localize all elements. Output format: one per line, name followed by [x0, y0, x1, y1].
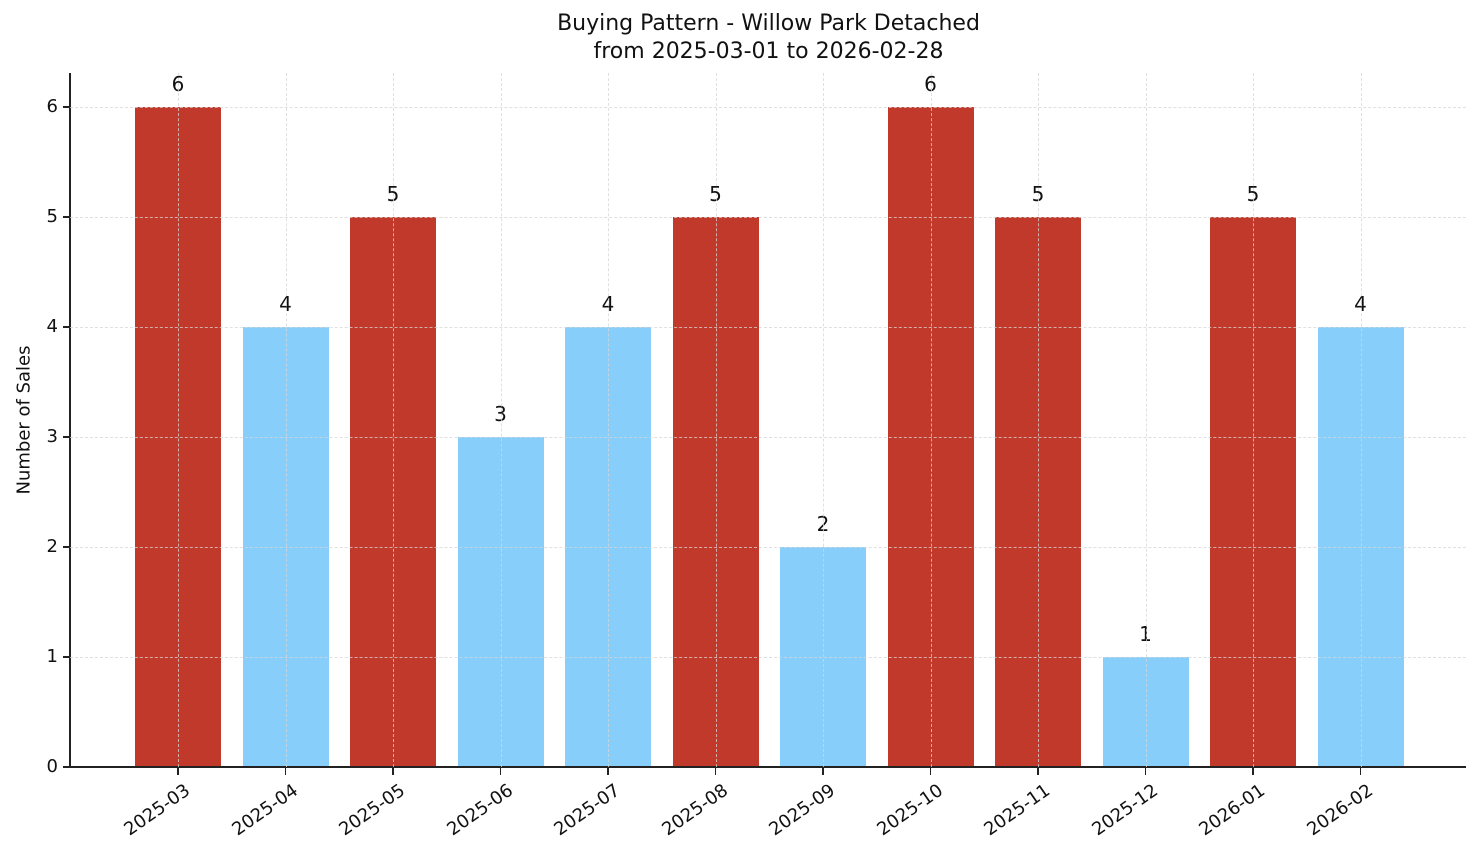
- grid-line-h: [70, 107, 1466, 108]
- bar-value-label: 1: [1139, 622, 1152, 646]
- grid-line-h: [70, 437, 1466, 438]
- grid-line-h: [70, 547, 1466, 548]
- y-axis-spine: [69, 73, 71, 768]
- x-tick: [822, 768, 824, 775]
- grid-line-v: [1253, 73, 1254, 767]
- x-tick-label: 2025-05: [335, 779, 410, 841]
- x-tick: [929, 768, 932, 775]
- chart-subtitle: from 2025-03-01 to 2026-02-28: [593, 39, 944, 64]
- x-tick: [1252, 768, 1254, 775]
- x-tick-label: 2025-07: [550, 779, 625, 841]
- x-tick-label: 2026-01: [1195, 779, 1270, 841]
- y-tick-label: 1: [46, 646, 58, 667]
- x-tick: [392, 768, 394, 775]
- grid-line-v: [930, 73, 932, 767]
- x-tick-label: 2025-11: [980, 779, 1055, 841]
- y-axis-label: Number of Sales: [13, 345, 35, 495]
- x-tick-label: 2025-09: [765, 779, 840, 841]
- x-tick-label: 2025-10: [872, 779, 947, 841]
- grid-line-v: [1145, 73, 1147, 767]
- x-axis-spine: [69, 766, 1466, 768]
- grid-line-h: [70, 217, 1466, 218]
- y-tick-label: 5: [46, 206, 58, 227]
- y-tick-label: 6: [46, 96, 58, 117]
- grid-line-v: [393, 73, 394, 767]
- y-tick-label: 4: [46, 316, 58, 337]
- grid-line-v: [500, 73, 502, 767]
- x-tick-label: 2025-04: [227, 779, 302, 841]
- grid-line-v: [1360, 73, 1362, 767]
- grid-line-v: [285, 73, 287, 767]
- bar-value-label: 6: [171, 72, 185, 96]
- x-tick: [499, 768, 502, 775]
- x-tick: [177, 768, 179, 775]
- grid-line-v: [823, 73, 824, 767]
- chart-title-main: Buying Pattern - Willow Park Detached: [557, 11, 980, 36]
- x-tick-label: 2025-03: [120, 779, 195, 841]
- x-tick: [1037, 768, 1039, 775]
- x-tick-label: 2025-08: [657, 779, 732, 841]
- bar-value-label: 5: [1031, 182, 1045, 206]
- x-tick: [714, 768, 717, 775]
- grid-line-h: [70, 657, 1466, 658]
- grid-line-v: [178, 73, 179, 767]
- x-tick-label: 2026-02: [1302, 779, 1377, 841]
- y-tick: [63, 656, 70, 658]
- bar-value-label: 5: [709, 182, 722, 206]
- y-tick: [63, 546, 70, 548]
- bar-value-label: 5: [1246, 182, 1260, 206]
- x-tick: [284, 768, 287, 775]
- y-tick-label: 3: [46, 426, 58, 447]
- x-tick-label: 2025-06: [442, 779, 517, 841]
- y-tick-label: 2: [46, 536, 58, 557]
- bar-value-label: 4: [279, 292, 292, 316]
- y-tick: [63, 436, 70, 438]
- bar-value-label: 5: [386, 182, 400, 206]
- x-tick: [1359, 768, 1362, 775]
- x-tick-label: 2025-12: [1087, 779, 1162, 841]
- grid-line-v: [1038, 73, 1039, 767]
- y-tick: [63, 106, 70, 108]
- grid-line-h: [70, 327, 1466, 328]
- bar-value-label: 4: [601, 292, 615, 316]
- y-tick-label: 0: [46, 756, 58, 777]
- x-tick: [607, 768, 609, 775]
- grid-line-v: [715, 73, 717, 767]
- grid-line-v: [608, 73, 609, 767]
- x-tick: [1144, 768, 1147, 775]
- bar-value-label: 6: [924, 72, 937, 96]
- y-tick: [63, 326, 70, 328]
- bar-value-label: 4: [1354, 292, 1367, 316]
- bar-value-label: 3: [494, 402, 507, 426]
- bar-value-label: 2: [816, 512, 830, 536]
- y-tick: [63, 766, 70, 768]
- y-tick: [63, 216, 70, 218]
- chart-title: Buying Pattern - Willow Park Detached fr…: [0, 10, 1481, 66]
